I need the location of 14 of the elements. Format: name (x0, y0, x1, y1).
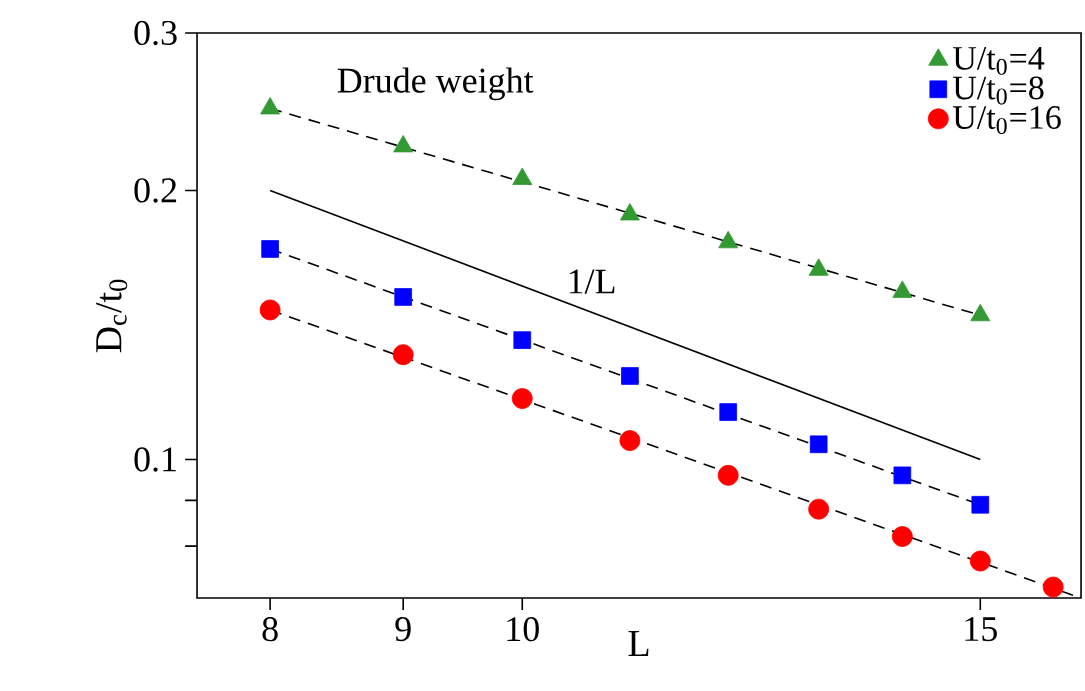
y-tick-label: 0.3 (134, 20, 177, 46)
legend-label: U/t$_{0}$=16 (953, 106, 1061, 134)
x-tick-label: 9 (395, 617, 411, 642)
y-axis-title: D$_{c}$/t$_{0}$ (96, 279, 128, 353)
x-tick-label: 8 (262, 617, 278, 642)
annotation: Drude weight (337, 67, 534, 101)
x-tick-label: 10 (507, 617, 539, 642)
x-axis-title: L (628, 631, 649, 656)
x-tick-label: 15 (965, 617, 997, 642)
y-tick-label: 0.1 (134, 447, 176, 472)
y-tick-label: 0.2 (134, 178, 177, 203)
annotation: 1/L (569, 269, 615, 294)
legend-label: U/t$_{0}$=8 (953, 76, 1044, 105)
legend-label: U/t$_{0}$=4 (953, 47, 1045, 75)
